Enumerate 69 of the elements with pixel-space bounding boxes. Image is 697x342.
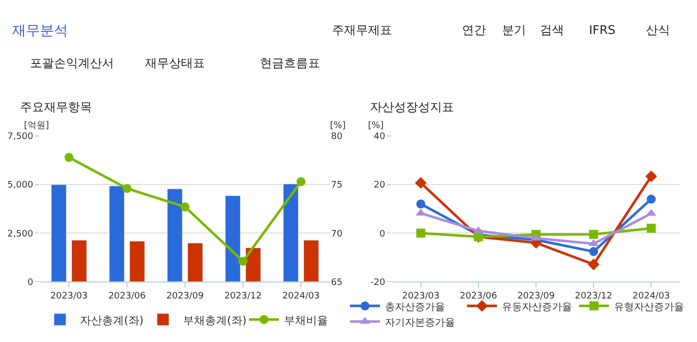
x-tick-label: 2023/09 bbox=[517, 291, 555, 302]
x-tick-label: 2023/12 bbox=[574, 291, 612, 302]
y-axis-title: [%] bbox=[368, 121, 384, 131]
legend-label: 부채비율 bbox=[284, 314, 328, 327]
point bbox=[416, 199, 426, 208]
text: 재무분석 bbox=[12, 23, 68, 39]
point bbox=[238, 256, 248, 266]
y-tick-label: 2,500 bbox=[7, 229, 34, 240]
text: 산식 bbox=[646, 23, 670, 37]
text: 분기 bbox=[502, 23, 526, 37]
y2-axis-title: [%] bbox=[330, 121, 346, 131]
bar bbox=[71, 240, 87, 282]
x-tick-label: 2023/03 bbox=[402, 291, 440, 302]
x-tick-label: 2023/06 bbox=[460, 291, 498, 302]
x-tick-label: 2024/03 bbox=[282, 291, 320, 302]
bar bbox=[283, 184, 299, 282]
legend-label: 부채총계(좌) bbox=[183, 314, 247, 327]
legend-label: 자기자본증가율 bbox=[385, 317, 455, 328]
x-tick-label: 2023/03 bbox=[50, 291, 88, 302]
x-tick-label: 2023/09 bbox=[166, 291, 204, 302]
bar bbox=[187, 242, 203, 282]
x-tick-label: 2023/06 bbox=[108, 291, 146, 302]
text: 포괄손익계산서 bbox=[30, 56, 114, 70]
legend-label: 유동자산증가율 bbox=[502, 302, 572, 313]
y2-tick-label: 70 bbox=[331, 229, 343, 240]
y2-tick-label: 65 bbox=[331, 278, 342, 288]
text: 재무상태표 bbox=[145, 56, 205, 70]
y2-tick-label: 80 bbox=[331, 132, 343, 142]
bar bbox=[225, 195, 241, 282]
y-tick-label: 7,500 bbox=[7, 132, 34, 142]
bar bbox=[245, 248, 261, 282]
x-tick-label: 2024/03 bbox=[632, 291, 670, 302]
point bbox=[646, 208, 656, 216]
text: 주재무제표 bbox=[332, 23, 392, 37]
bar bbox=[51, 184, 67, 282]
y-tick-label: 5,000 bbox=[7, 180, 34, 191]
chart-title: 자산성장성지표 bbox=[370, 100, 454, 114]
point bbox=[296, 177, 306, 186]
y-tick-label: 20 bbox=[374, 180, 386, 191]
y-tick-label: 0 bbox=[379, 229, 386, 240]
chart-title: 주요재무항목 bbox=[20, 100, 92, 114]
bar bbox=[167, 188, 183, 282]
text: 검색 bbox=[540, 23, 564, 37]
y-tick-label: 0 bbox=[27, 278, 34, 288]
legend-label: 총자산증가율 bbox=[385, 302, 445, 313]
y-axis-title: [억원] bbox=[24, 121, 50, 131]
text: 현금흐름표 bbox=[260, 56, 320, 70]
legend-label: 자산총계(좌) bbox=[80, 314, 144, 327]
y-tick-label: -20 bbox=[370, 278, 386, 288]
y2-tick-label: 75 bbox=[331, 180, 342, 191]
point bbox=[589, 230, 598, 239]
point bbox=[416, 228, 426, 238]
text: 연간 bbox=[462, 23, 486, 37]
point bbox=[588, 258, 600, 270]
point bbox=[589, 247, 598, 256]
point bbox=[122, 184, 132, 193]
point bbox=[414, 177, 427, 189]
text: IFRS bbox=[589, 23, 616, 37]
point bbox=[645, 170, 658, 182]
point bbox=[646, 224, 656, 233]
bar bbox=[129, 240, 145, 282]
point bbox=[180, 202, 190, 212]
legend-label: 유형자산증가율 bbox=[614, 302, 684, 313]
y-tick-label: 40 bbox=[374, 132, 386, 142]
x-tick-label: 2023/12 bbox=[224, 291, 262, 302]
point bbox=[646, 194, 656, 204]
point bbox=[64, 152, 74, 162]
bar bbox=[109, 186, 125, 282]
bar bbox=[303, 240, 319, 282]
